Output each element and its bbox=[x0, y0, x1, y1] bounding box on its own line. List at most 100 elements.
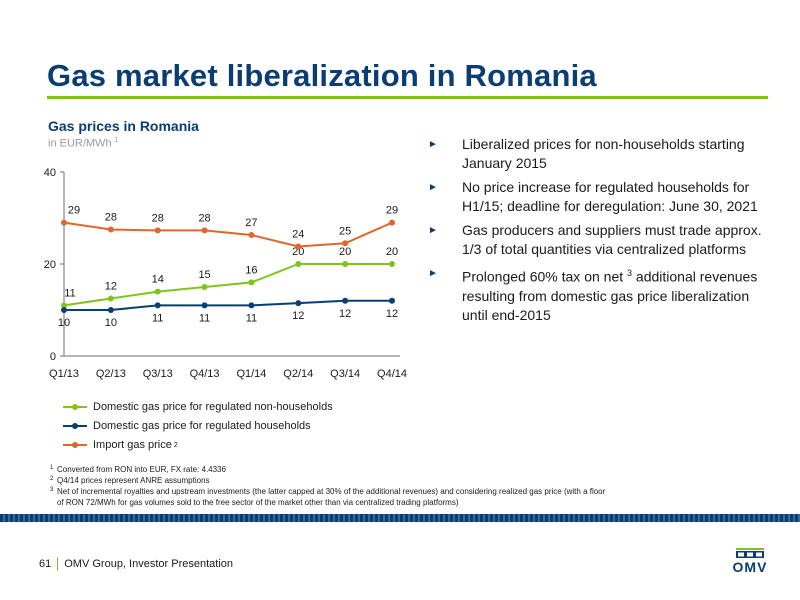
omv-logo-text: OMV bbox=[732, 559, 768, 575]
bullet-item: ► Liberalized prices for non-households s… bbox=[428, 135, 773, 173]
chart-title: Gas prices in Romania bbox=[48, 118, 199, 134]
data-point-households bbox=[154, 302, 161, 309]
x-tick-label: Q4/14 bbox=[377, 368, 407, 380]
data-point-non-households bbox=[61, 302, 67, 309]
chart-subtitle: in EUR/MWh 1 bbox=[48, 137, 119, 150]
footnote-text: Net of incremental royalties and upstrea… bbox=[57, 487, 606, 507]
data-point-households bbox=[389, 297, 395, 304]
data-label-import: 25 bbox=[339, 225, 351, 237]
footnotes: 1 Converted from RON into EUR, FX rate: 4… bbox=[50, 464, 610, 508]
legend-item: Import gas price 2 bbox=[63, 436, 333, 454]
data-label-import: 28 bbox=[105, 212, 117, 224]
data-point-import bbox=[107, 226, 114, 233]
bullet-item: ► Gas producers and suppliers must trade … bbox=[428, 221, 773, 259]
data-label-households: 10 bbox=[105, 317, 117, 329]
data-label-non-households: 20 bbox=[386, 246, 398, 258]
data-label-non-households: 15 bbox=[198, 269, 210, 281]
legend-footnote-ref: 2 bbox=[173, 441, 178, 449]
legend-swatch-dot bbox=[72, 423, 78, 429]
chart-subtitle-text: in EUR/MWh bbox=[48, 137, 112, 150]
data-point-non-households bbox=[389, 261, 395, 267]
bullet-arrow-icon: ► bbox=[428, 182, 438, 193]
page-number: 61 bbox=[39, 558, 52, 570]
x-tick-label: Q3/13 bbox=[143, 368, 173, 380]
y-tick-label: 40 bbox=[44, 167, 56, 179]
data-point-import bbox=[248, 232, 255, 239]
data-label-import: 24 bbox=[292, 229, 304, 241]
omv-logo-mark bbox=[736, 548, 764, 558]
bullet-arrow-icon: ► bbox=[428, 139, 438, 150]
data-label-households: 12 bbox=[386, 308, 398, 320]
data-point-import bbox=[61, 219, 67, 226]
legend-label: Import gas price bbox=[93, 439, 172, 451]
footer: 61 OMV Group, Investor Presentation bbox=[39, 557, 233, 571]
data-point-non-households bbox=[154, 288, 161, 295]
data-point-households bbox=[201, 302, 208, 309]
data-label-households: 11 bbox=[246, 312, 257, 324]
data-label-import: 27 bbox=[245, 217, 257, 229]
data-point-households bbox=[61, 307, 67, 313]
legend-swatch bbox=[63, 421, 87, 431]
data-label-households: 12 bbox=[292, 310, 304, 322]
data-label-import: 28 bbox=[152, 212, 164, 224]
legend-swatch bbox=[63, 440, 87, 450]
data-label-import: 29 bbox=[386, 205, 398, 217]
data-point-non-households bbox=[342, 261, 349, 267]
legend-label: Domestic gas price for regulated non-hou… bbox=[93, 401, 333, 413]
footnote-text: Q4/14 prices represent ANRE assumptions bbox=[57, 476, 210, 485]
data-label-non-households: 20 bbox=[339, 246, 351, 258]
data-label-non-households: 16 bbox=[245, 264, 257, 276]
footer-separator bbox=[57, 557, 59, 571]
bullet-item: ► No price increase for regulated househo… bbox=[428, 178, 773, 216]
footnote-number: 1 bbox=[50, 465, 54, 471]
bullet-footnote-ref: 3 bbox=[627, 268, 633, 278]
data-label-households: 12 bbox=[339, 308, 351, 320]
footnote-item: 3 Net of incremental royalties and upstre… bbox=[50, 486, 610, 508]
data-point-households bbox=[107, 307, 114, 313]
data-point-households bbox=[342, 297, 349, 304]
data-label-non-households: 14 bbox=[152, 274, 164, 286]
data-label-households: 10 bbox=[58, 317, 70, 329]
footnote-text: Converted from RON into EUR, FX rate: 4.… bbox=[57, 465, 226, 474]
bullet-item: ► Prolonged 60% tax on net 3 additional r… bbox=[428, 264, 773, 325]
x-tick-label: Q2/14 bbox=[283, 368, 313, 380]
legend-swatch bbox=[63, 402, 87, 412]
data-point-non-households bbox=[295, 261, 302, 267]
series-line-households bbox=[64, 299, 392, 311]
data-point-import bbox=[295, 243, 302, 250]
data-label-households: 11 bbox=[152, 312, 163, 324]
data-point-households bbox=[248, 302, 255, 309]
footnote-number: 3 bbox=[50, 487, 54, 493]
data-point-non-households bbox=[107, 295, 114, 302]
x-tick-label: Q1/13 bbox=[49, 368, 79, 380]
footnote-item: 2 Q4/14 prices represent ANRE assumptions bbox=[50, 475, 610, 486]
chart-subtitle-footnote-ref: 1 bbox=[114, 137, 119, 144]
data-point-non-households bbox=[201, 284, 208, 290]
series-line-non-households bbox=[63, 263, 392, 307]
bullet-arrow-icon: ► bbox=[428, 225, 438, 236]
data-label-non-households: 11 bbox=[64, 287, 75, 299]
data-label-non-households: 12 bbox=[105, 281, 117, 293]
legend-swatch-dot bbox=[72, 404, 78, 410]
data-point-non-households bbox=[248, 279, 255, 286]
data-label-import: 29 bbox=[68, 205, 80, 217]
legend-item: Domestic gas price for regulated non-hou… bbox=[63, 398, 333, 416]
bullet-text: Liberalized prices for non-households st… bbox=[462, 136, 745, 171]
data-point-import bbox=[342, 240, 349, 247]
data-point-import bbox=[389, 219, 395, 226]
footer-text: OMV Group, Investor Presentation bbox=[64, 558, 233, 570]
data-label-households: 11 bbox=[199, 312, 210, 324]
data-label-import: 28 bbox=[198, 212, 210, 224]
bullet-arrow-icon: ► bbox=[428, 268, 438, 279]
legend-label: Domestic gas price for regulated househo… bbox=[93, 420, 311, 432]
bullet-text: No price increase for regulated househol… bbox=[462, 179, 758, 214]
title-underline bbox=[47, 96, 768, 99]
bullet-text: Prolonged 60% tax on net 3 additional re… bbox=[462, 268, 758, 323]
footnote-item: 1 Converted from RON into EUR, FX rate: 4… bbox=[50, 464, 610, 475]
key-points-list: ► Liberalized prices for non-households s… bbox=[428, 135, 773, 330]
data-point-import bbox=[154, 227, 161, 234]
y-tick-label: 0 bbox=[50, 351, 56, 363]
chart-legend: Domestic gas price for regulated non-hou… bbox=[63, 398, 333, 455]
x-tick-label: Q1/14 bbox=[236, 368, 266, 380]
